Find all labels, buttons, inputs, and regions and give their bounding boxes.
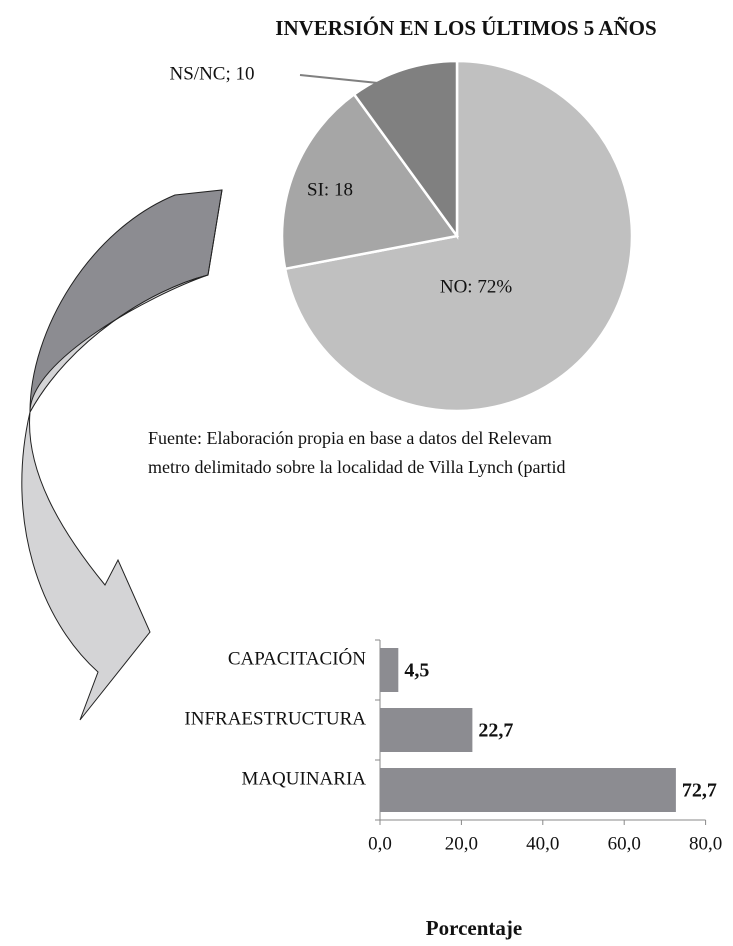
source-line: Fuente: Elaboración propia en base a dat… [148, 428, 552, 448]
source-line: metro delimitado sobre la localidad de V… [148, 457, 566, 477]
y-tick-label: MAQUINARIA [241, 768, 366, 789]
value-label: 72,7 [682, 780, 717, 802]
x-tick-label: 80,0 [689, 833, 722, 854]
value-label: 22,7 [478, 720, 513, 742]
slice-label: NS/NC; 10 [170, 63, 255, 84]
arrow-lower [21, 189, 223, 721]
x-tick-label: 60,0 [608, 833, 641, 854]
bar [380, 768, 676, 812]
leader-line [299, 74, 379, 84]
bar [380, 708, 473, 752]
pie-title: INVERSIÓN EN LOS ÚLTIMOS 5 AÑOS [275, 16, 656, 40]
bar [380, 648, 399, 692]
x-tick-label: 0,0 [368, 833, 392, 854]
y-tick-label: CAPACITACIÓN [228, 647, 366, 669]
x-tick-label: 20,0 [445, 833, 478, 854]
slice-label: SI: 18 [307, 179, 353, 200]
value-label: 4,5 [404, 660, 429, 682]
pie-slice [280, 92, 460, 271]
pie-slice [283, 59, 634, 413]
slice-label: NO: 72% [440, 276, 512, 297]
x-axis-title: Porcentaje [426, 916, 522, 940]
y-tick-label: INFRAESTRUCTURA [184, 708, 366, 729]
pie-slice [352, 59, 459, 240]
arrow-upper [29, 189, 223, 414]
x-tick-label: 40,0 [526, 833, 559, 854]
